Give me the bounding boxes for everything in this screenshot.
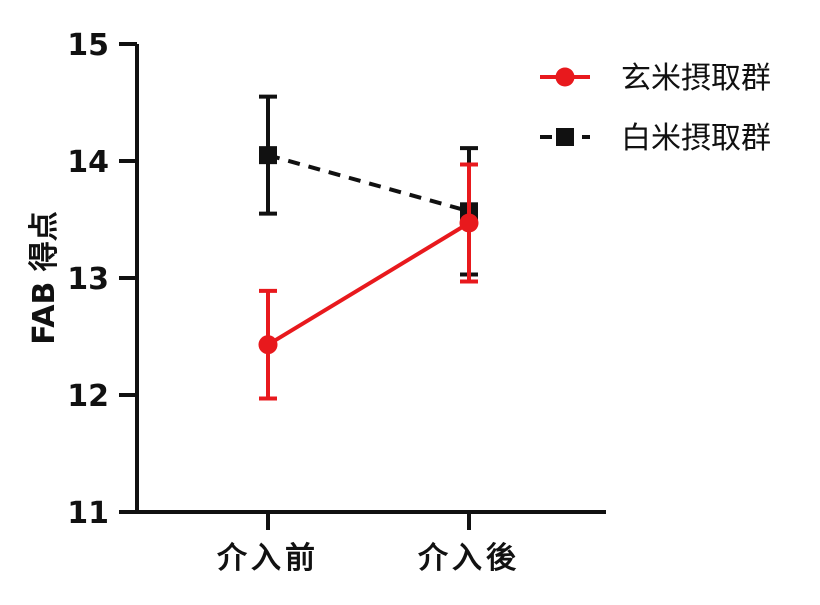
- legend-label: 玄米摂取群: [621, 61, 771, 96]
- x-tick-label: 介入前: [216, 541, 319, 576]
- y-tick-label: 14: [67, 145, 109, 180]
- data-point-circle: [258, 335, 278, 355]
- x-tick-label: 介入後: [417, 541, 520, 576]
- legend-marker-circle: [555, 67, 575, 87]
- series-line: [266, 221, 471, 347]
- x-ticks: 介入前 介入後: [216, 512, 520, 576]
- data-point-square: [259, 146, 277, 165]
- legend-marker-square: [556, 128, 574, 146]
- y-tick-label: 13: [67, 262, 109, 297]
- series-white-rice: [259, 94, 478, 277]
- y-tick-label: 15: [67, 28, 109, 63]
- y-ticks: 11 12 13 14 15: [67, 28, 137, 531]
- series-group: [258, 94, 479, 401]
- data-point-circle: [459, 213, 479, 233]
- legend-label: 白米摂取群: [621, 121, 771, 156]
- series-brown-rice: [258, 162, 479, 401]
- y-tick-label: 11: [67, 496, 109, 531]
- y-axis-label: FAB 得点: [27, 211, 62, 345]
- series-line: [267, 153, 470, 214]
- y-tick-label: 12: [67, 379, 109, 414]
